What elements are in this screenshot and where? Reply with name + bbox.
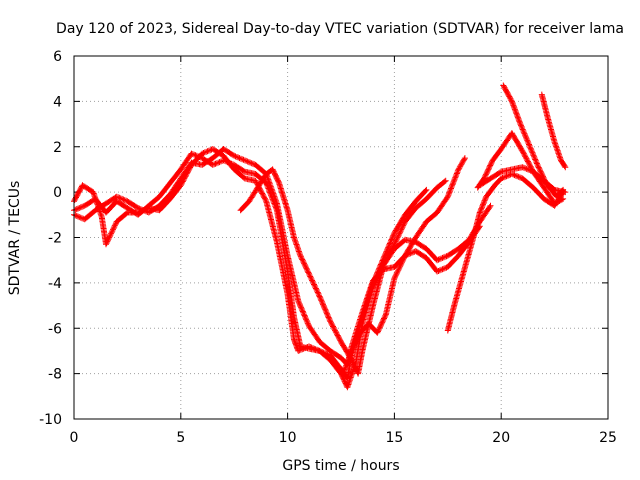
series-arc-i [538, 91, 569, 171]
chart-title: Day 120 of 2023, Sidereal Day-to-day VTE… [56, 21, 624, 37]
x-tick-label: 15 [385, 430, 403, 446]
x-tick-label: 0 [70, 430, 79, 446]
grid [74, 56, 608, 419]
y-tick-label: -8 [48, 367, 62, 383]
y-tick-label: -4 [48, 276, 62, 292]
series-markers [71, 150, 430, 382]
x-axis-label: GPS time / hours [282, 458, 399, 474]
series-arc-j [476, 164, 569, 196]
x-tick-label: 20 [492, 430, 510, 446]
y-tick-label: 4 [53, 94, 62, 110]
data-points [71, 82, 569, 391]
series-arc-f [444, 171, 567, 334]
x-tick-label: 5 [176, 430, 185, 446]
series-markers [476, 164, 569, 196]
series-markers [71, 146, 468, 368]
x-tick-label: 25 [599, 430, 617, 446]
y-tick-label: -10 [39, 412, 62, 428]
y-axis-label: SDTVAR / TECUs [7, 181, 23, 296]
series-markers [340, 223, 483, 377]
y-tick-label: -6 [48, 321, 62, 337]
series-markers [538, 91, 569, 171]
y-tick-label: 2 [53, 140, 62, 156]
series-arc-a [71, 150, 430, 382]
series-arc-c [71, 146, 468, 368]
y-tick-label: 6 [53, 49, 62, 65]
series-arc-g [474, 130, 567, 207]
axis-ticks: 0 5 10 15 20 25 -10 -8 -6 -4 -2 0 2 4 6 [39, 49, 617, 446]
y-tick-label: 0 [53, 185, 62, 201]
series-arc-e [340, 223, 483, 377]
series-markers [474, 130, 567, 207]
plot-frame [73, 55, 609, 420]
series-arc-d [237, 166, 494, 377]
series-markers [444, 171, 567, 334]
x-tick-label: 10 [279, 430, 297, 446]
series-markers [237, 166, 494, 377]
y-tick-label: -2 [48, 231, 62, 247]
